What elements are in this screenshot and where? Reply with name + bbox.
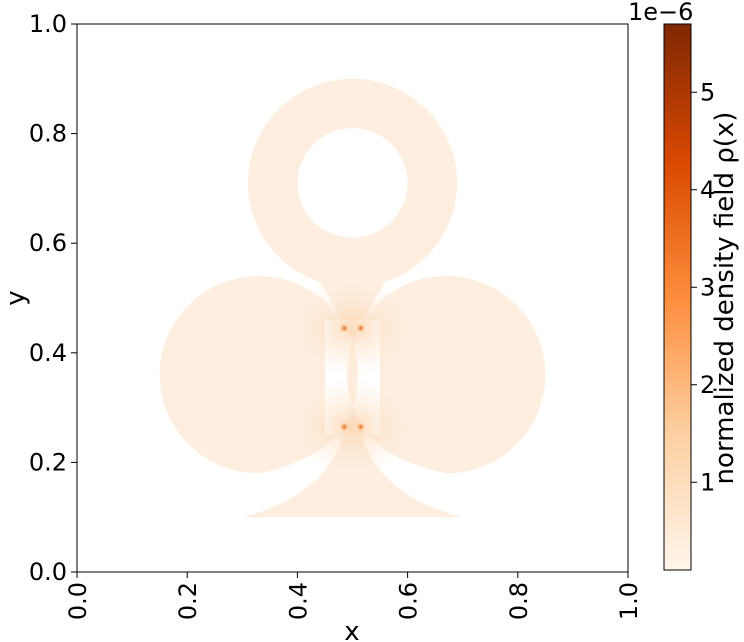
density-field-shape [159, 78, 546, 518]
y-tick-label: 0.8 [29, 120, 67, 148]
density-halo [286, 377, 419, 477]
colorbar-label: normalized density field ρ(x) [710, 112, 740, 485]
colorbar-tick-label: 2 [700, 371, 715, 399]
x-axis-label: x [344, 617, 359, 642]
y-tick-label: 0.6 [29, 229, 67, 257]
colorbar-tick-label: 3 [700, 273, 715, 301]
colorbar [663, 23, 692, 571]
colorbar-ticks: 1 2 3 4 5 [691, 78, 715, 496]
colorbar-multiplier: 1e−6 [628, 0, 693, 26]
colorbar-tick-label: 1 [700, 468, 715, 496]
density-hotspot [354, 322, 367, 335]
y-tick-label: 0.2 [29, 448, 67, 476]
y-tick-label: 1.0 [29, 10, 67, 38]
x-tick-label: 0.4 [284, 582, 312, 620]
ring-hole [297, 128, 408, 238]
density-hotspot [338, 420, 351, 433]
x-tick-label: 0.0 [64, 582, 92, 620]
y-tick-label: 0.0 [29, 558, 67, 586]
y-tick-label: 0.4 [29, 339, 67, 367]
y-axis-ticks: 0.0 0.2 0.4 0.6 0.8 1.0 [29, 10, 77, 586]
density-halos [286, 278, 419, 477]
density-hotspot [338, 322, 351, 335]
x-axis-ticks: 0.0 0.2 0.4 0.6 0.8 1.0 [64, 572, 643, 620]
lower-left-notch [231, 429, 343, 515]
density-hotspots [338, 322, 367, 433]
colorbar-tick-label: 5 [700, 78, 715, 106]
colorbar-tick-label: 4 [700, 176, 715, 204]
x-tick-label: 0.2 [174, 582, 202, 620]
x-tick-label: 0.6 [395, 582, 423, 620]
x-tick-label: 1.0 [615, 582, 643, 620]
density-hotspot [354, 420, 367, 433]
density-halo [286, 278, 419, 378]
x-tick-label: 0.8 [505, 582, 533, 620]
lower-right-notch [362, 429, 474, 515]
y-axis-label: y [1, 290, 31, 305]
